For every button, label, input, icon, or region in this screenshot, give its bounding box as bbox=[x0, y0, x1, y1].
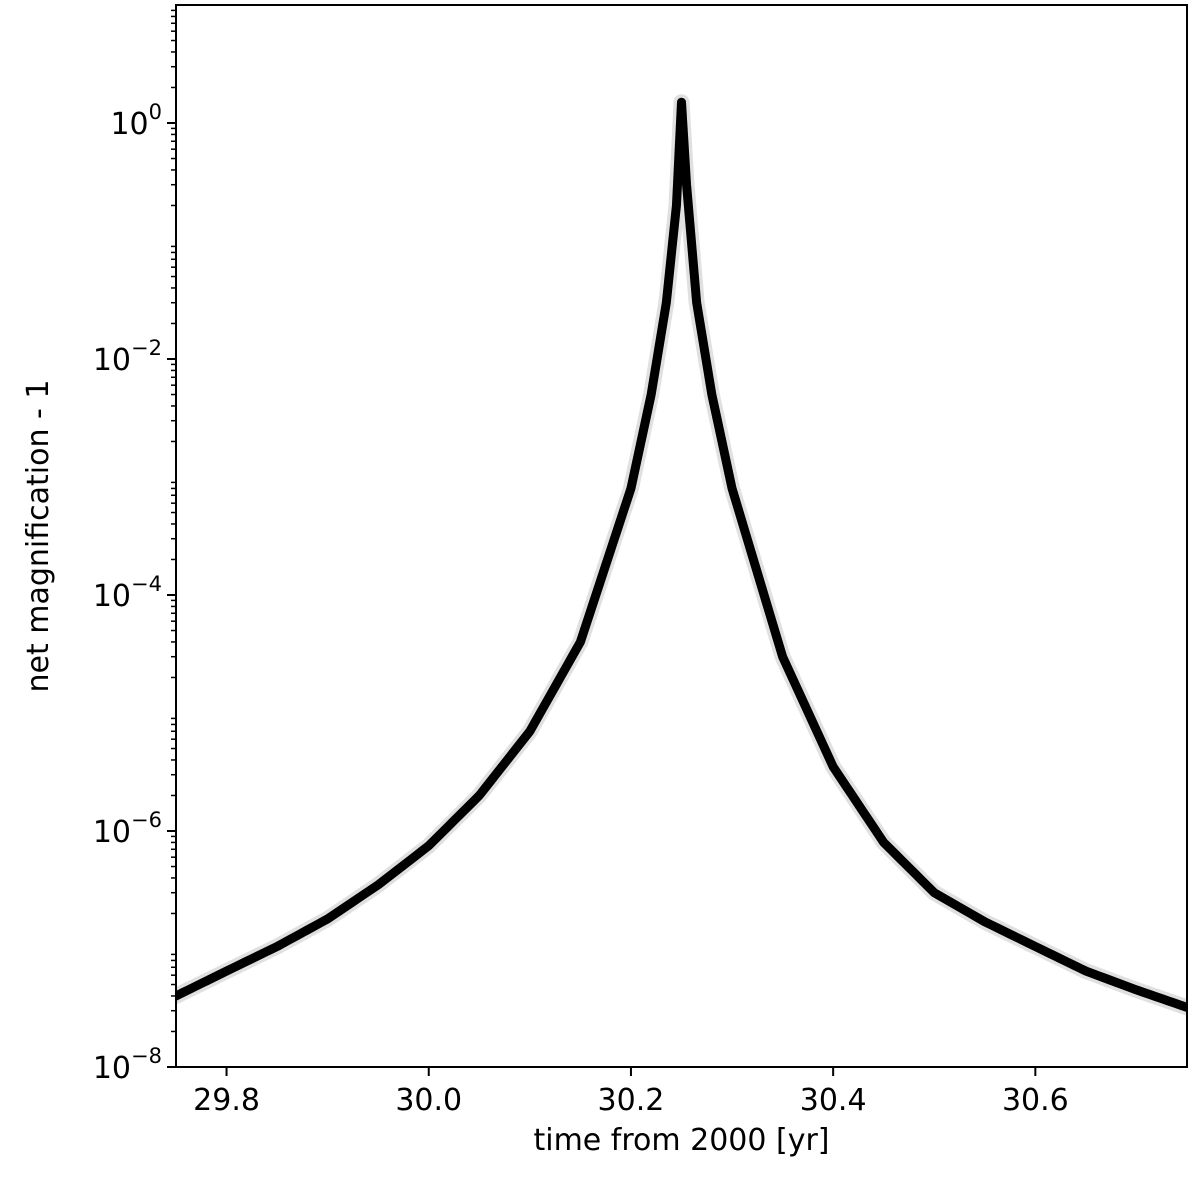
y-tick-label-1: 10−6 bbox=[93, 808, 162, 850]
plot-area bbox=[176, 94, 1187, 1016]
y-axis-label: net magnification - 1 bbox=[21, 380, 56, 693]
y-tick-label-3: 10−2 bbox=[93, 336, 162, 378]
y-tick-label-4: 100 bbox=[110, 100, 162, 142]
x-axis: 29.8 30.0 30.2 30.4 30.6 bbox=[193, 1067, 1069, 1118]
y-axis: 10−8 10−6 10−4 10−2 100 bbox=[93, 9, 176, 1086]
x-tick-label-4: 30.6 bbox=[1002, 1083, 1069, 1118]
x-tick-label-3: 30.4 bbox=[800, 1083, 867, 1118]
x-tick-label-1: 30.0 bbox=[395, 1083, 462, 1118]
x-axis-label: time from 2000 [yr] bbox=[533, 1123, 829, 1158]
plot-frame bbox=[175, 4, 1188, 1068]
y-tick-label-0: 10−8 bbox=[93, 1044, 162, 1086]
y-tick-label-2: 10−4 bbox=[93, 572, 162, 614]
series-band-0 bbox=[176, 94, 1187, 1016]
series-line-0 bbox=[176, 97, 1187, 1012]
x-tick-label-2: 30.2 bbox=[598, 1083, 665, 1118]
x-tick-label-0: 29.8 bbox=[193, 1083, 260, 1118]
